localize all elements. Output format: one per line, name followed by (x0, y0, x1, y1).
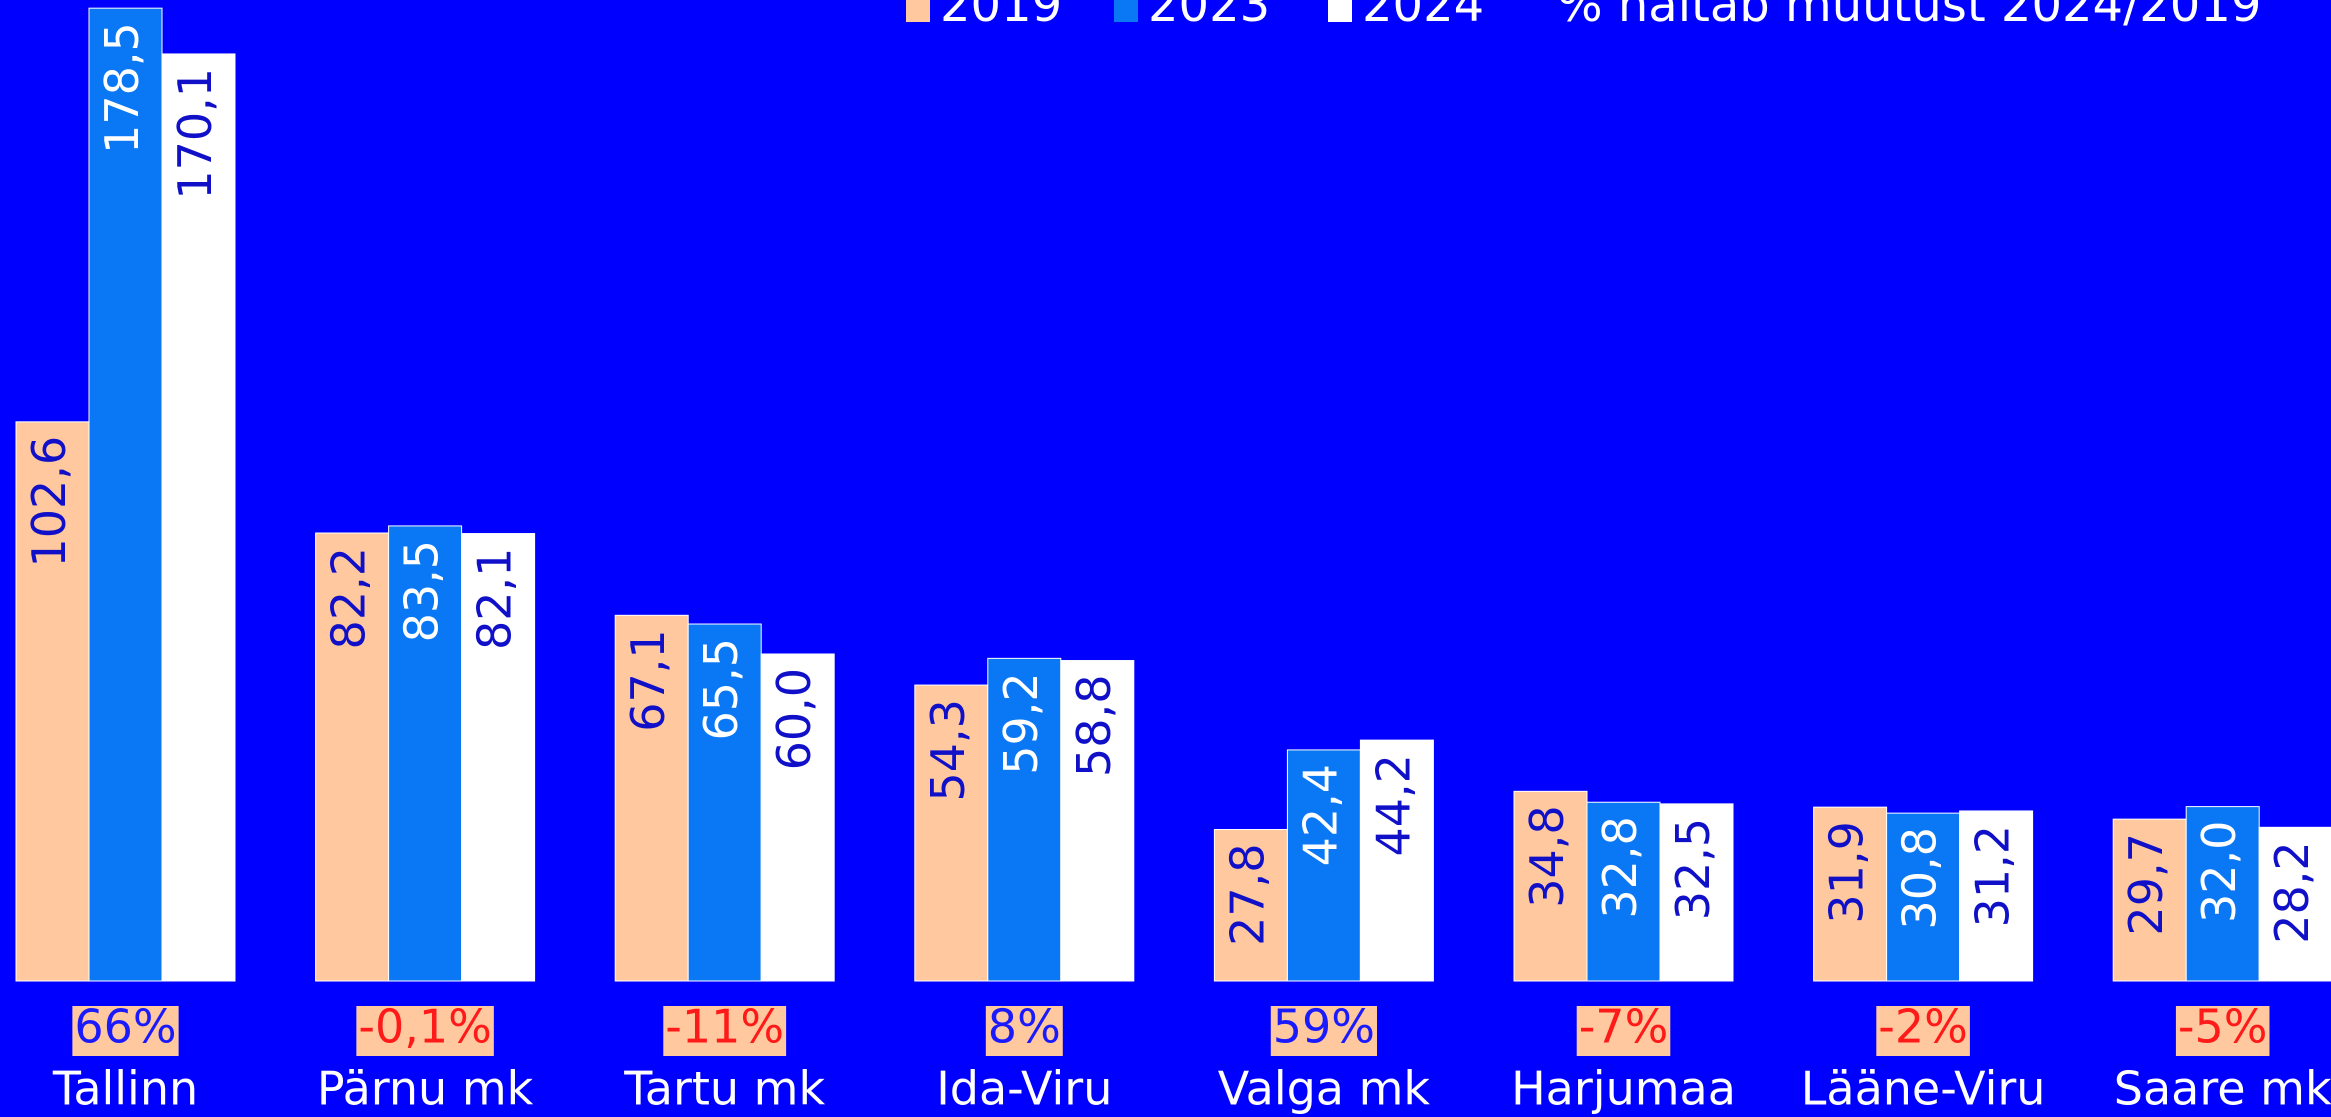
value-label: 32,5 (1666, 818, 1720, 920)
legend-swatch (906, 0, 930, 22)
value-label: 31,9 (1820, 821, 1874, 923)
x-tick-label: Pärnu mk (317, 1062, 534, 1116)
change-label: -7% (1579, 1000, 1669, 1054)
legend-swatch (1114, 0, 1138, 22)
change-label-bg (1270, 1006, 1378, 1056)
value-label: 170,1 (168, 68, 222, 200)
bar (614, 614, 689, 982)
bar (1886, 812, 1961, 982)
bar (1060, 660, 1135, 982)
change-label: 66% (74, 1000, 176, 1054)
legend-label: 2019 (940, 0, 1062, 33)
bar (687, 623, 762, 982)
value-label: 65,5 (694, 638, 748, 740)
legend-label: 2023 (1148, 0, 1270, 33)
legend-label: 2024 (1362, 0, 1484, 33)
change-label: -11% (665, 1000, 784, 1054)
bar (1359, 739, 1434, 982)
x-tick-label: Ida-Viru (936, 1062, 1112, 1116)
change-label: 8% (988, 1000, 1061, 1054)
bar (914, 684, 989, 982)
value-label: 59,2 (994, 672, 1048, 774)
change-label-bg (356, 1006, 494, 1056)
value-label: 82,2 (322, 547, 376, 649)
legend-swatch (1328, 0, 1352, 22)
legend-note: % näitab muutust 2024/2019 (1557, 0, 2261, 33)
value-label: 27,8 (1220, 843, 1274, 945)
bar (161, 53, 236, 982)
value-label: 83,5 (395, 540, 449, 642)
x-tick-label: Lääne-Viru (1801, 1062, 2046, 1116)
change-label-bg (1576, 1006, 1671, 1056)
bar (2185, 806, 2260, 982)
x-tick-label: Tartu mk (623, 1062, 825, 1116)
value-label: 44,2 (1366, 754, 1420, 856)
change-label-bg (2175, 1006, 2270, 1056)
bar (15, 421, 90, 982)
value-label: 102,6 (22, 436, 76, 568)
bar (388, 525, 463, 982)
change-label-bg (1876, 1006, 1970, 1056)
value-label: 42,4 (1293, 764, 1347, 866)
bar (2112, 818, 2187, 982)
x-tick-label: Saare mk (2114, 1062, 2331, 1116)
x-tick-label: Tallinn (52, 1062, 198, 1116)
bar (2258, 826, 2331, 982)
change-label: -5% (2178, 1000, 2268, 1054)
change-label-bg (663, 1006, 787, 1056)
bar (315, 532, 390, 982)
bar (1286, 749, 1361, 982)
value-label: 34,8 (1520, 805, 1574, 907)
change-label-bg (72, 1006, 179, 1056)
value-label: 58,8 (1067, 675, 1121, 777)
change-label: -0,1% (358, 1000, 491, 1054)
bar (1659, 803, 1734, 982)
value-label: 178,5 (95, 22, 149, 154)
x-tick-label: Valga mk (1218, 1062, 1431, 1116)
value-label: 82,1 (468, 548, 522, 650)
bar (1959, 810, 2034, 982)
value-label: 30,8 (1893, 827, 1947, 929)
value-label: 32,8 (1593, 816, 1647, 918)
value-label: 67,1 (621, 629, 675, 731)
value-label: 29,7 (2119, 833, 2173, 935)
value-label: 32,0 (2192, 821, 2246, 923)
value-label: 54,3 (921, 699, 975, 801)
bar (88, 7, 163, 982)
change-label-bg (985, 1006, 1063, 1056)
value-label: 31,2 (1966, 825, 2020, 927)
bar (1213, 828, 1288, 982)
x-tick-label: Harjumaa (1511, 1062, 1736, 1116)
bar (760, 653, 835, 982)
value-label: 28,2 (2265, 841, 2319, 943)
bar (987, 657, 1062, 982)
value-label: 60,0 (767, 668, 821, 770)
change-label: -2% (1878, 1000, 1968, 1054)
bar (1813, 806, 1888, 982)
bar (1586, 801, 1661, 982)
bar (461, 533, 536, 982)
change-label: 59% (1273, 1000, 1375, 1054)
